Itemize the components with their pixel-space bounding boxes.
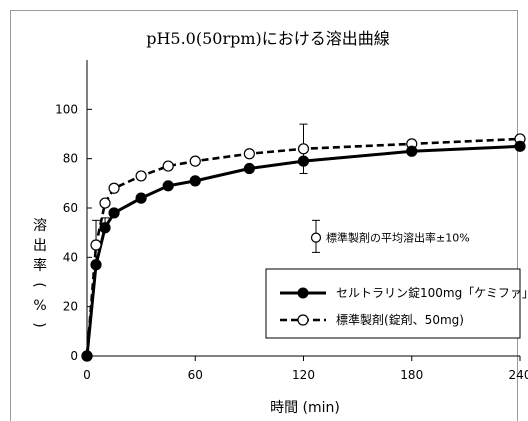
data-point-0 bbox=[108, 207, 120, 219]
y-axis-label-char: 溶 bbox=[33, 218, 47, 234]
x-tick-label: 180 bbox=[400, 368, 423, 382]
y-axis-label-char: 出 bbox=[33, 238, 47, 254]
y-axis-label-char: ( bbox=[31, 282, 47, 287]
data-point-1 bbox=[99, 197, 111, 209]
data-point-1 bbox=[189, 155, 201, 167]
legend-marker-standard bbox=[297, 314, 309, 326]
data-point-0 bbox=[162, 180, 174, 192]
data-point-0 bbox=[90, 259, 102, 271]
legend-marker-ketmifa bbox=[297, 287, 309, 299]
y-tick-label: 20 bbox=[63, 300, 78, 314]
x-tick-label: 0 bbox=[83, 368, 91, 382]
y-axis-label: 溶出率 (%) bbox=[31, 218, 47, 328]
x-tick-label: 240 bbox=[509, 368, 528, 382]
legend-box bbox=[265, 268, 521, 339]
chart-title: pH5.0(50rpm)における溶出曲線 bbox=[146, 29, 390, 48]
x-tick-label: 120 bbox=[292, 368, 315, 382]
data-point-0 bbox=[189, 175, 201, 187]
data-point-1 bbox=[90, 239, 102, 251]
data-point-0 bbox=[99, 222, 111, 234]
data-point-0 bbox=[406, 145, 418, 157]
y-tick-label: 60 bbox=[63, 201, 78, 215]
x-tick-label: 60 bbox=[188, 368, 203, 382]
y-tick-label: 80 bbox=[63, 152, 78, 166]
chart-frame bbox=[10, 10, 518, 421]
data-point-0 bbox=[243, 162, 255, 175]
data-point-0 bbox=[81, 350, 93, 362]
y-axis-label-char: ) bbox=[31, 322, 47, 327]
legend-label-standard: 標準製剤(錠剤、50mg) bbox=[336, 312, 464, 327]
data-point-1 bbox=[162, 160, 174, 172]
y-tick-label: 100 bbox=[55, 102, 78, 116]
data-point-0 bbox=[514, 140, 526, 152]
y-axis-label-char: 率 bbox=[33, 257, 47, 274]
data-point-1 bbox=[135, 170, 147, 182]
y-axis-label-char: % bbox=[33, 298, 46, 314]
x-axis-label: 時間 (min) bbox=[270, 400, 340, 416]
annotation: 標準製剤の平均溶出率±10% bbox=[310, 219, 470, 253]
data-point-0 bbox=[135, 192, 147, 204]
legend: セルトラリン錠100mg「ケミファ」 標準製剤(錠剤、50mg) bbox=[265, 268, 528, 339]
data-point-1 bbox=[108, 182, 120, 194]
annotation-text: 標準製剤の平均溶出率±10% bbox=[326, 231, 470, 245]
series-markers bbox=[81, 133, 526, 362]
data-point-1 bbox=[243, 148, 255, 160]
y-tick-label: 40 bbox=[63, 250, 78, 264]
data-point-1 bbox=[297, 143, 310, 155]
tick-labels: 0 20 40 60 80 100 0 60 120 180 240 bbox=[55, 102, 528, 382]
error-bars bbox=[92, 123, 308, 266]
data-point-0 bbox=[297, 155, 310, 167]
annotation-marker bbox=[310, 232, 322, 243]
series-line-1 bbox=[85, 137, 521, 357]
legend-label-ketmifa: セルトラリン錠100mg「ケミファ」 bbox=[336, 285, 528, 300]
y-tick-label: 0 bbox=[70, 349, 78, 363]
